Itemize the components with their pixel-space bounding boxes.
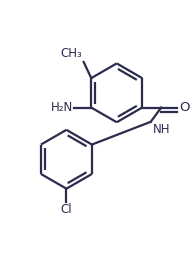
- Text: H₂N: H₂N: [51, 101, 73, 114]
- Text: CH₃: CH₃: [60, 47, 82, 60]
- Text: O: O: [179, 101, 190, 114]
- Text: NH: NH: [153, 123, 170, 136]
- Text: Cl: Cl: [61, 203, 72, 216]
